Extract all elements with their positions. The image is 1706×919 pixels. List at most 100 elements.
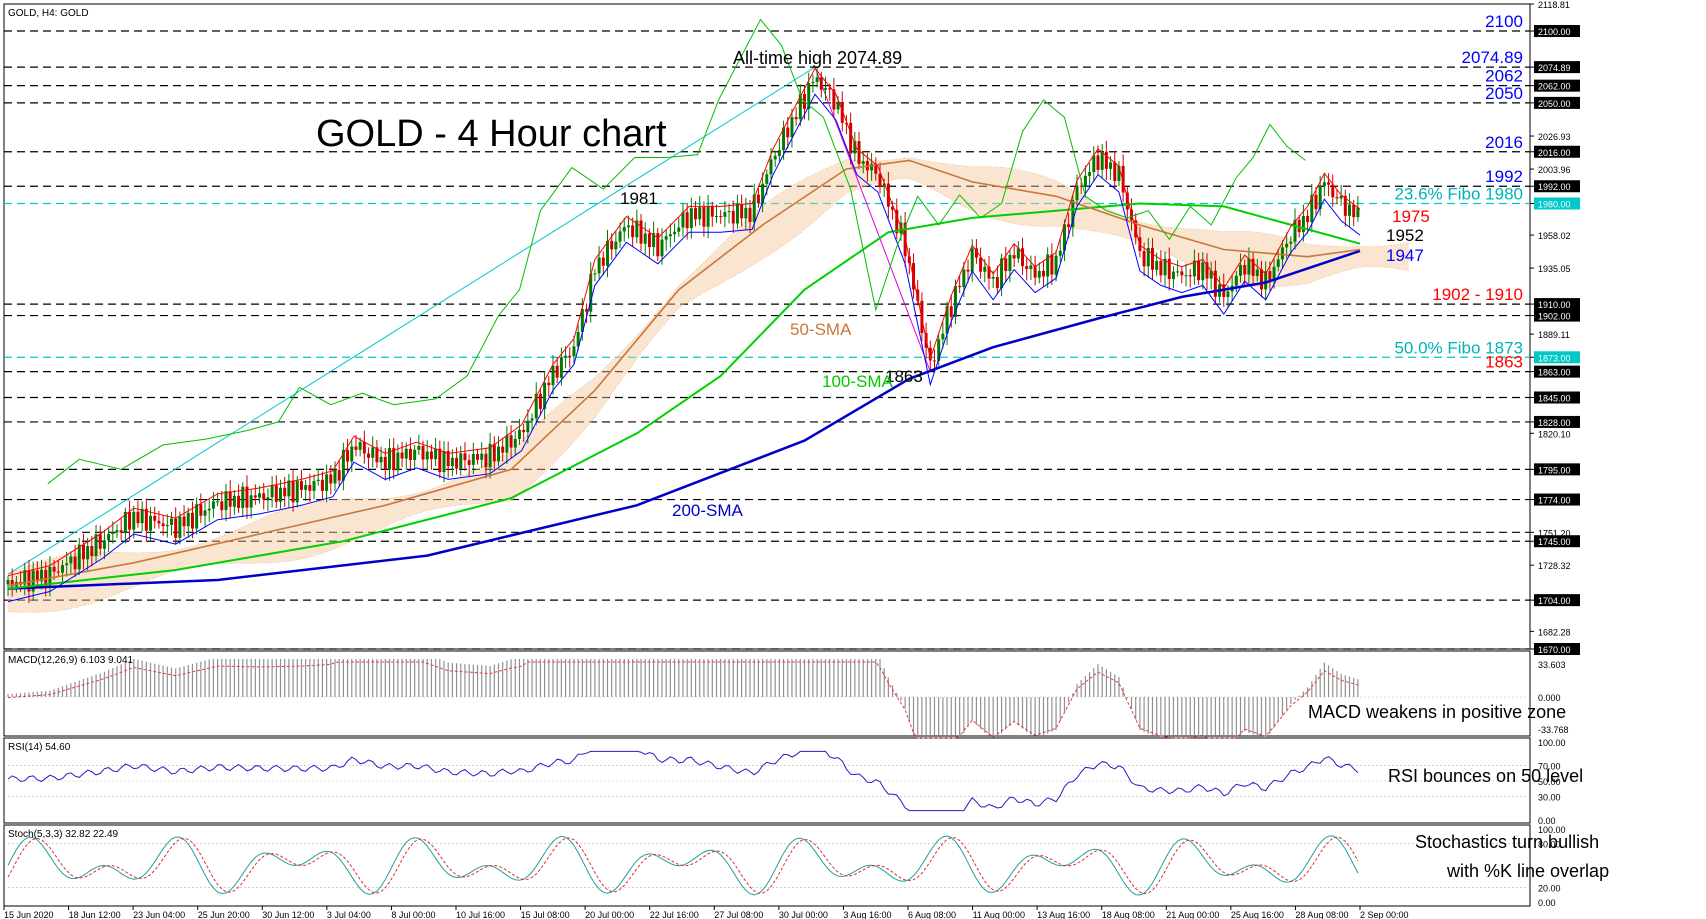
level-label-2: 2062 (1485, 67, 1523, 86)
candle-body-570 (1201, 262, 1205, 281)
candle-body-594 (1251, 258, 1255, 277)
candle-body-32 (73, 556, 77, 570)
level-label-6: 23.6% Fibo 1980 (1394, 184, 1523, 203)
candle-body-258 (547, 382, 551, 386)
candle-body-638 (1343, 195, 1347, 216)
axis-badge-3 (1534, 79, 1580, 92)
candle-body-582 (1226, 291, 1230, 297)
candle-body-72 (157, 520, 161, 524)
candle-body-170 (362, 441, 366, 454)
candle-body-80 (174, 518, 178, 538)
candle-body-28 (65, 563, 69, 566)
candle-body-58 (128, 512, 132, 530)
candle-body-598 (1259, 269, 1263, 290)
stoch-axis-label-0: 100.00 (1538, 825, 1566, 835)
candle-body-400 (844, 122, 848, 124)
candle-body-140 (299, 481, 303, 490)
axis-badge-15 (1534, 351, 1580, 364)
candle-body-134 (287, 480, 291, 497)
candle-body-414 (874, 163, 878, 174)
candle-body-450 (949, 306, 953, 317)
candle-body-176 (375, 447, 379, 463)
candle-body-174 (371, 447, 375, 458)
time-tick-label-13: 3 Aug 16:00 (843, 910, 891, 919)
axis-tick-label-4: 2050.00 (1538, 99, 1571, 109)
candle-body-552 (1163, 258, 1167, 276)
axis-tick-label-9: 1980.00 (1538, 199, 1571, 209)
axis-badge-13 (1534, 309, 1580, 322)
candle-body-266 (564, 355, 568, 358)
candle-body-576 (1213, 270, 1217, 297)
candle-body-120 (258, 493, 262, 498)
candle-body-616 (1297, 219, 1301, 233)
candle-body-390 (823, 88, 827, 90)
candle-body-524 (1104, 151, 1108, 169)
ath-label: All-time high 2074.89 (733, 48, 902, 68)
candle-body-514 (1083, 175, 1087, 187)
candle-body-572 (1205, 262, 1209, 279)
time-tick-label-18: 21 Aug 00:00 (1166, 910, 1219, 919)
axis-tick-label-1: 2100.00 (1538, 27, 1571, 37)
candle-body-612 (1289, 241, 1293, 244)
candle-body-106 (228, 491, 232, 507)
candle-body-402 (849, 122, 853, 154)
candle-body-528 (1113, 162, 1117, 181)
candle-body-500 (1054, 255, 1058, 275)
axis-tick-label-14: 1889.11 (1538, 330, 1570, 340)
candle-body-184 (392, 448, 396, 471)
time-tick-label-10: 22 Jul 16:00 (650, 910, 699, 919)
candle-body-312 (660, 239, 664, 257)
candle-body-330 (698, 207, 702, 220)
candle-body-112 (241, 486, 245, 508)
candle-body-494 (1041, 270, 1045, 277)
time-tick-label-16: 13 Aug 16:00 (1037, 910, 1090, 919)
candle-body-280 (593, 273, 597, 275)
candle-body-378 (798, 94, 802, 120)
candle-body-636 (1339, 195, 1343, 199)
symbol-label: GOLD, H4: GOLD (8, 8, 89, 19)
candle-body-388 (819, 77, 823, 90)
chikou-line (47, 18, 1306, 485)
candle-body-564 (1188, 275, 1192, 277)
axis-badge-20 (1534, 463, 1580, 476)
annotation-1975: 1975 (1392, 207, 1430, 226)
candle-body-470 (991, 277, 995, 279)
sma-50-line (7, 159, 1361, 587)
candle-body-358 (756, 194, 760, 204)
candle-body-226 (480, 453, 484, 460)
candle-body-300 (635, 220, 639, 238)
candle-body-236 (501, 446, 505, 453)
candle-body-8 (23, 570, 27, 585)
candle-body-182 (387, 448, 391, 470)
candle-body-214 (455, 457, 459, 469)
macd-axis-label-2: -33.768 (1538, 725, 1569, 735)
candle-body-458 (966, 269, 970, 272)
rsi-axis-label-4: 0.00 (1538, 816, 1556, 826)
candle-body-204 (434, 448, 438, 460)
axis-badge-2 (1534, 61, 1580, 74)
candle-body-124 (266, 497, 270, 500)
candle-body-232 (492, 443, 496, 462)
candle-body-268 (568, 355, 572, 357)
candle-body-30 (69, 556, 73, 564)
annotation-1952: 1952 (1386, 226, 1424, 245)
candle-body-464 (979, 257, 983, 272)
candle-body-446 (941, 333, 945, 340)
candle-body-228 (484, 453, 488, 468)
indicators: 33.603 0.000 -33.768 100.00 70.00 50.00 30.00 0… (4, 659, 1569, 908)
candle-body-530 (1117, 165, 1121, 181)
candle-body-190 (404, 448, 408, 459)
annotation-100-sma: 100-SMA (822, 372, 894, 391)
candle-body-238 (505, 435, 509, 453)
candle-body-240 (509, 435, 513, 448)
axis-tick-label-27: 1670.00 (1538, 645, 1571, 655)
candle-body-70 (153, 515, 157, 521)
rsi-comment: RSI bounces on 50 level (1388, 766, 1583, 786)
candle-body-352 (744, 207, 748, 219)
candle-body-568 (1197, 260, 1201, 281)
candle-body-122 (262, 493, 266, 500)
candle-body-272 (576, 331, 580, 347)
axis-tick-label-17: 1845.00 (1538, 394, 1571, 404)
candle-body-262 (555, 365, 559, 378)
